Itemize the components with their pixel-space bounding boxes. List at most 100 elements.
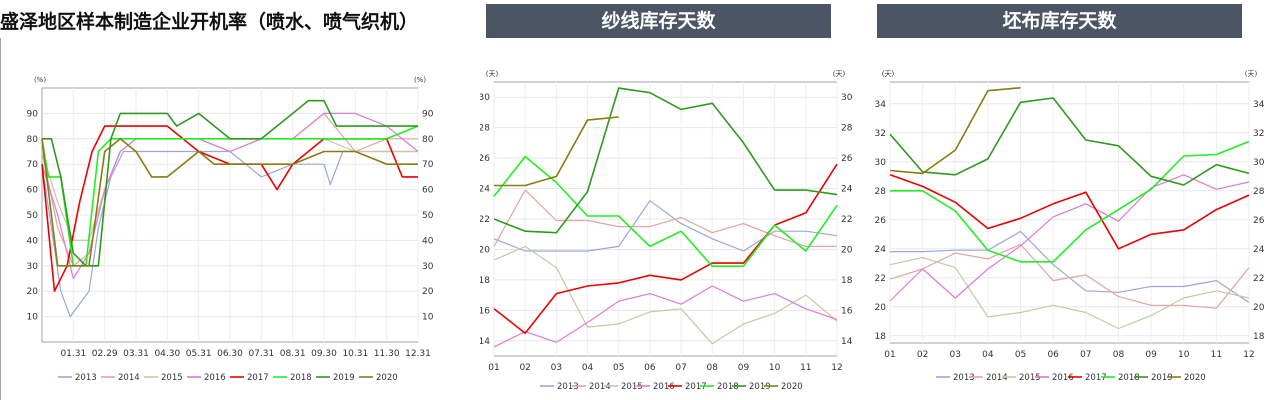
- y-tick-label-right: 28: [841, 124, 853, 134]
- x-tick-label: 03: [551, 363, 562, 373]
- legend-label-2014: 2014: [589, 382, 611, 392]
- legend-label-2019: 2019: [749, 382, 771, 392]
- series-line-2013: [41, 150, 418, 318]
- legend-label-2016: 2016: [1052, 373, 1074, 383]
- fabric-chart-title: 坯布库存天数: [877, 4, 1242, 38]
- x-tick-label: 06.30: [217, 349, 243, 359]
- x-tick-label: 02: [917, 350, 928, 360]
- x-tick-label: 10.31: [342, 349, 368, 359]
- x-tick-label: 07.31: [248, 349, 274, 359]
- y-tick-label-right: 20: [841, 245, 853, 255]
- y-tick-label-right: 10: [422, 313, 434, 323]
- legend-label-2019: 2019: [333, 373, 355, 383]
- y-tick-label-right: 24: [841, 185, 853, 195]
- x-tick-label: 07: [1080, 350, 1091, 360]
- legend-label-2017: 2017: [685, 382, 707, 392]
- y-tick-label-left: 80: [27, 135, 39, 145]
- y-tick-label-left: 30: [27, 262, 39, 272]
- y-tick-label-right: 20: [1253, 303, 1265, 313]
- legend-label-2015: 2015: [621, 382, 643, 392]
- yarn-panel: 纱线库存天数 14 14 16 16 18 18 20 20 22 22 24 24 26 26 28 28 3…: [480, 0, 870, 400]
- x-tick-label: 11.30: [374, 349, 400, 359]
- series-line-2015: [889, 256, 1250, 330]
- y-tick-label-left: 26: [480, 154, 490, 164]
- y-tick-label-right: 34: [1253, 100, 1265, 110]
- legend-label-2017: 2017: [1085, 373, 1107, 383]
- y-tick-label-right: 32: [1253, 129, 1264, 139]
- y-tick-label-left: 24: [875, 245, 887, 255]
- y-tick-label-left: 20: [875, 303, 887, 313]
- y-tick-label-left: 90: [27, 109, 39, 119]
- x-tick-label: 10: [769, 363, 781, 373]
- series-line-2020: [494, 116, 619, 187]
- y-tick-label-right: 30: [422, 262, 434, 272]
- y-tick-label-right: 26: [1253, 216, 1265, 226]
- legend-label-2017: 2017: [247, 373, 269, 383]
- x-tick-label: 02.29: [92, 349, 118, 359]
- y-unit-right: (天): [1245, 70, 1258, 78]
- y-unit-left: (%): [34, 76, 46, 84]
- series-line-2013: [493, 200, 838, 252]
- y-tick-label-right: 80: [422, 135, 434, 145]
- y-tick-label-right: 50: [422, 211, 434, 221]
- legend-label-2013: 2013: [953, 373, 975, 383]
- x-tick-label: 05.31: [186, 349, 212, 359]
- x-tick-label: 04: [982, 350, 994, 360]
- y-tick-label-right: 60: [422, 186, 434, 196]
- x-tick-label: 01: [488, 363, 499, 373]
- y-tick-label-right: 90: [422, 109, 434, 119]
- utilization-panel: 盛泽地区样本制造企业开机率（喷水、喷气织机） 10 10 20 20 30 30 40 40 5…: [0, 0, 478, 400]
- legend-label-2020: 2020: [781, 382, 803, 392]
- y-tick-label-right: 30: [1253, 158, 1265, 168]
- legend-label-2014: 2014: [118, 373, 140, 383]
- legend-label-2013: 2013: [557, 382, 579, 392]
- fabric-panel: 坯布库存天数 18 18 20 20 22 22 24 24 26 26 28 28 30 30 32 32 3…: [872, 0, 1266, 400]
- y-tick-label-left: 40: [27, 236, 39, 246]
- legend-label-2013: 2013: [75, 373, 97, 383]
- y-tick-label-left: 18: [875, 332, 887, 342]
- y-tick-label-left: 26: [875, 216, 887, 226]
- y-unit-left: (天): [486, 70, 499, 78]
- legend-label-2020: 2020: [1184, 373, 1206, 383]
- yarn-chart-title: 纱线库存天数: [486, 4, 831, 38]
- series-line-2019: [493, 87, 838, 234]
- legend-label-2020: 2020: [376, 373, 398, 383]
- series-line-2017: [889, 174, 1250, 250]
- x-tick-label: 04.30: [154, 349, 180, 359]
- y-tick-label-left: 22: [875, 274, 886, 284]
- y-tick-label-right: 40: [422, 236, 434, 246]
- y-tick-label-right: 30: [841, 93, 853, 103]
- x-tick-label: 08.31: [280, 349, 306, 359]
- y-tick-label-right: 16: [841, 306, 853, 316]
- x-tick-label: 12: [831, 363, 842, 373]
- series-line-2016: [889, 174, 1250, 302]
- series-line-2020: [41, 138, 418, 267]
- y-tick-label-left: 50: [27, 211, 39, 221]
- legend-label-2016: 2016: [204, 373, 226, 383]
- y-tick-label-left: 18: [480, 276, 490, 286]
- series-line-2014: [889, 243, 1250, 309]
- x-tick-label: 09: [1145, 350, 1157, 360]
- left-border: [0, 38, 1, 400]
- legend-label-2015: 2015: [161, 373, 183, 383]
- x-tick-label: 07: [675, 363, 686, 373]
- x-tick-label: 03: [950, 350, 961, 360]
- y-tick-label-right: 22: [841, 215, 852, 225]
- x-tick-label: 06: [644, 363, 656, 373]
- legend-label-2018: 2018: [717, 382, 739, 392]
- x-tick-label: 12: [1243, 350, 1254, 360]
- y-tick-label-left: 22: [480, 215, 490, 225]
- series-line-2015: [493, 245, 838, 345]
- y-tick-label-left: 28: [875, 187, 887, 197]
- series-line-2017: [493, 163, 838, 335]
- y-tick-label-left: 14: [480, 337, 490, 347]
- y-tick-label-left: 30: [480, 93, 490, 103]
- series-line-2016: [493, 285, 838, 348]
- y-tick-label-right: 18: [1253, 332, 1265, 342]
- series-line-2018: [41, 125, 419, 267]
- y-unit-right: (%): [414, 76, 426, 84]
- y-tick-label-right: 26: [841, 154, 853, 164]
- x-tick-label: 03.31: [123, 349, 149, 359]
